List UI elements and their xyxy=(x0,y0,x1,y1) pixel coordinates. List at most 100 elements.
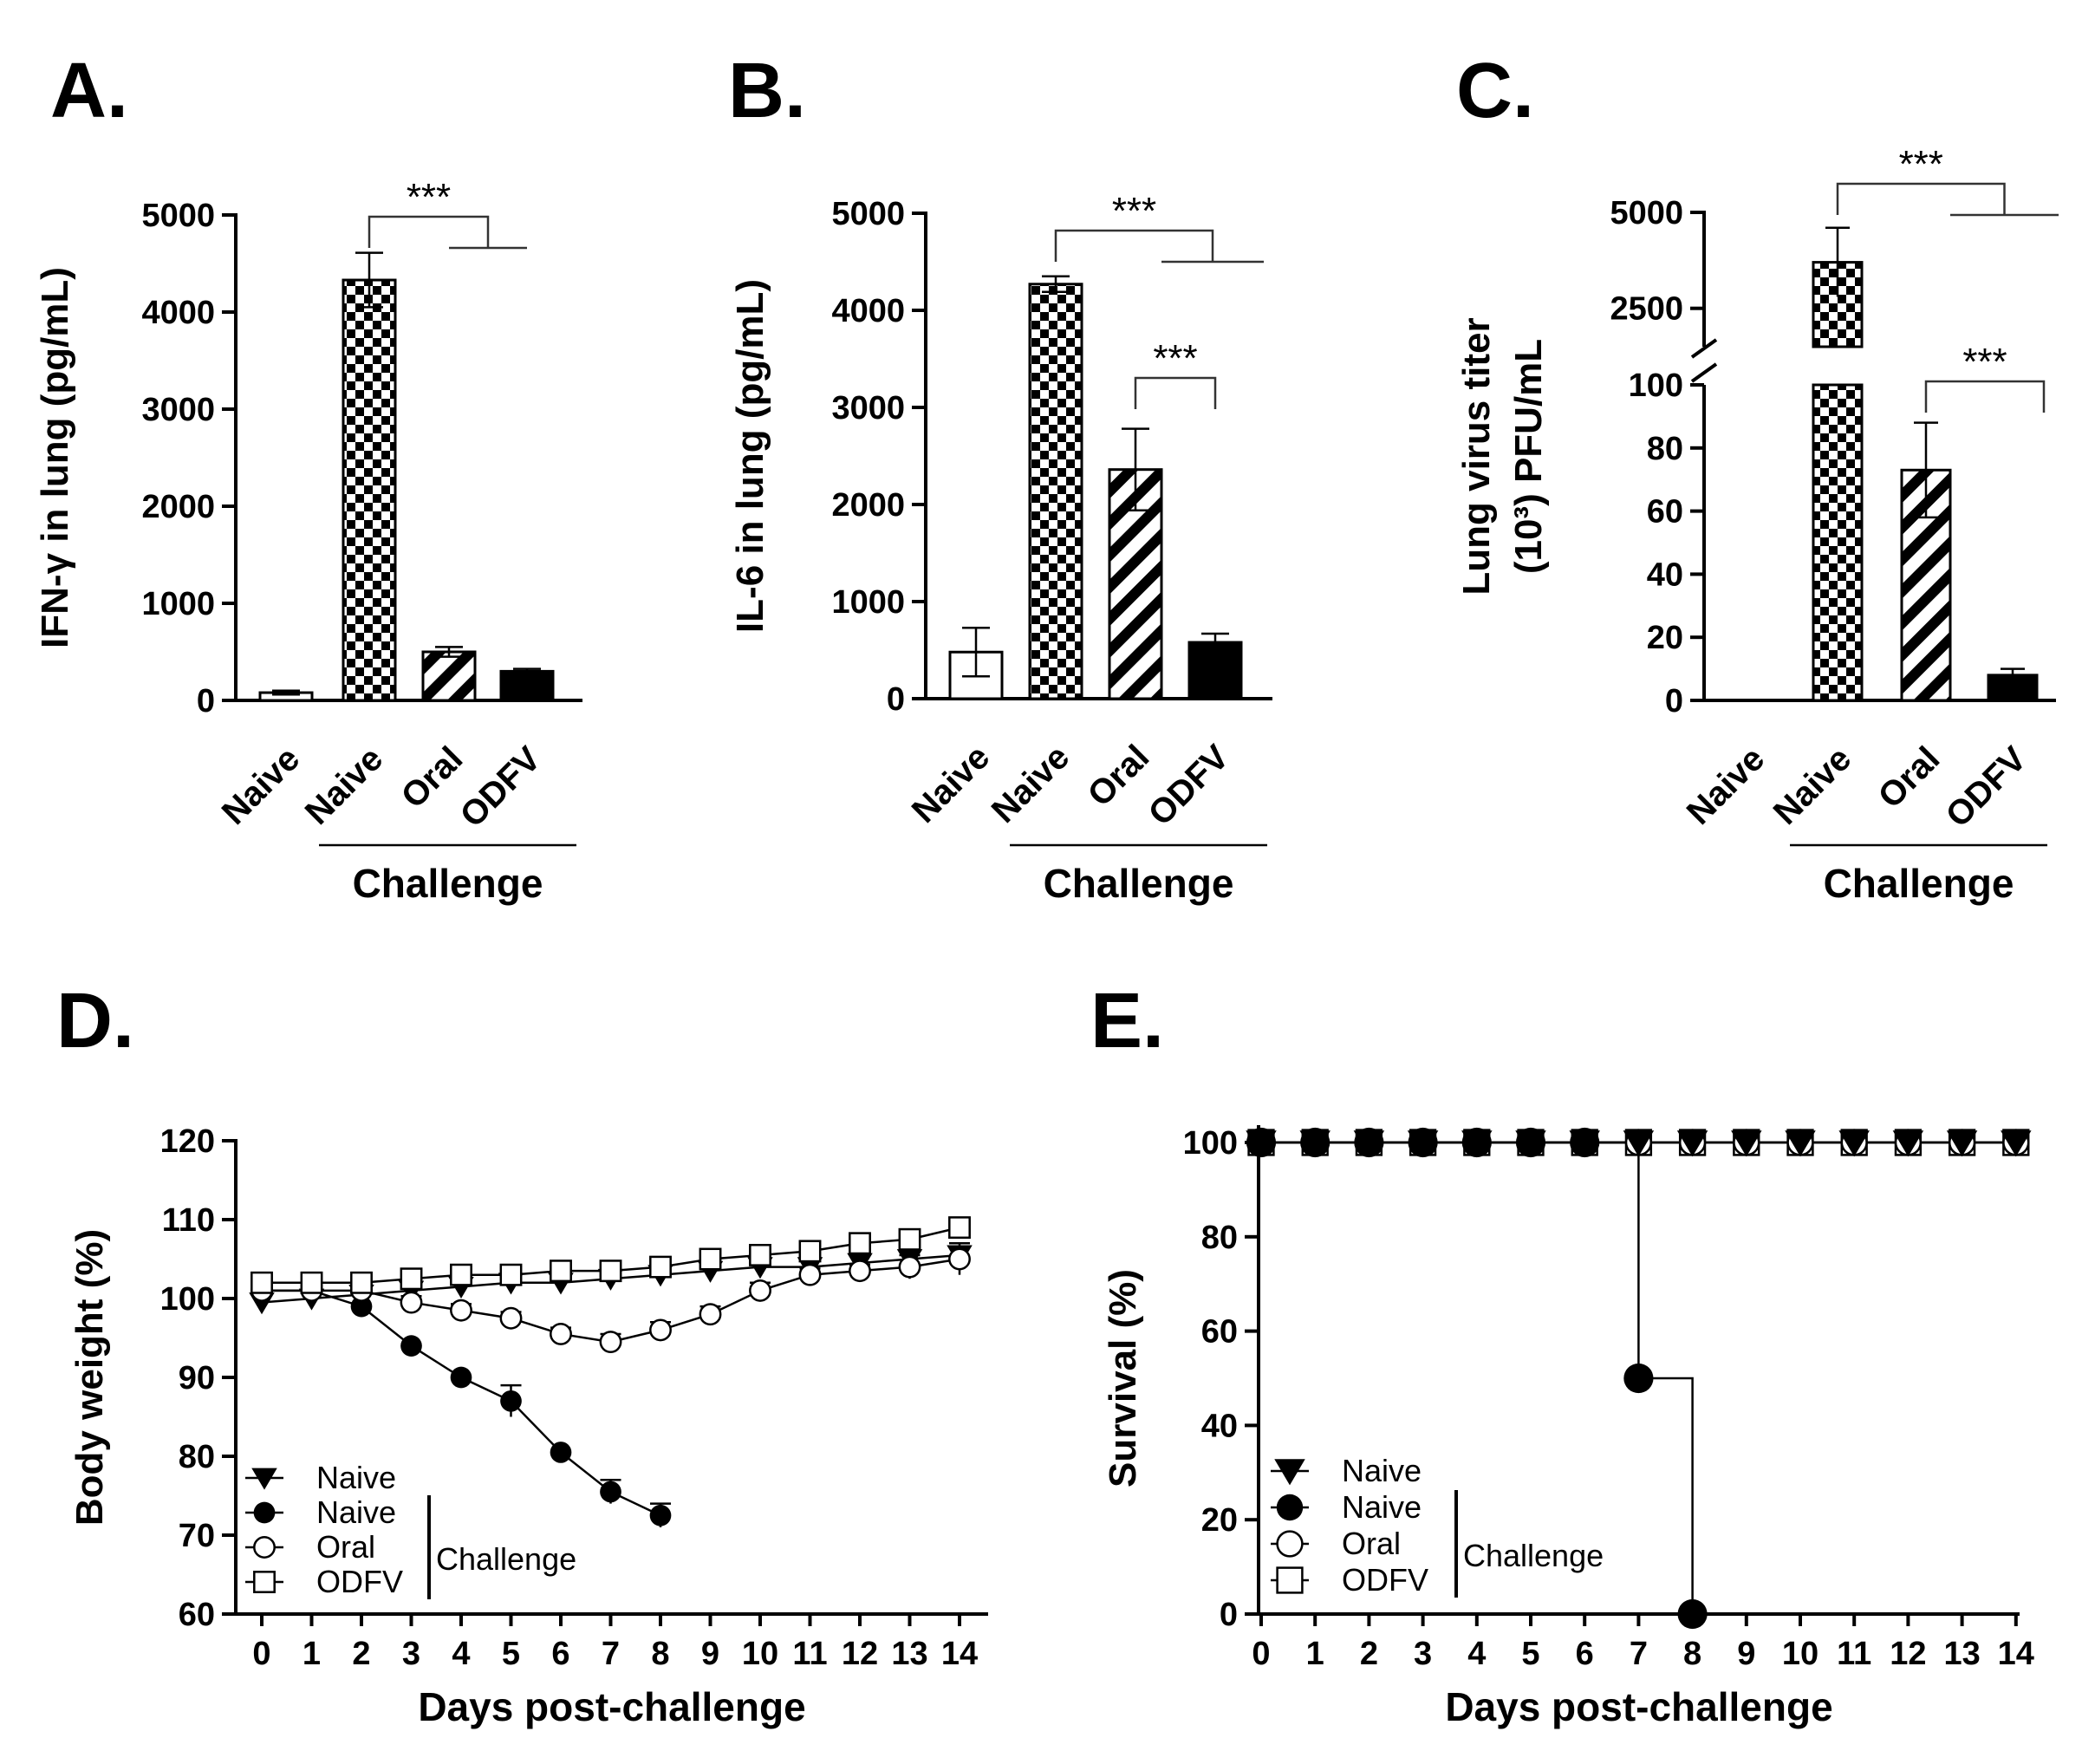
significance-label-0: *** xyxy=(1899,143,1943,186)
series-1-point-2 xyxy=(350,1295,373,1318)
legend-marker-3 xyxy=(1276,1566,1304,1594)
x-tick-label-9: 9 xyxy=(701,1636,719,1672)
category-label-2: Oral xyxy=(1871,739,1948,816)
series-1-point-8 xyxy=(649,1504,672,1526)
legend-marker-2 xyxy=(1276,1530,1304,1558)
significance-bracket-0 xyxy=(368,215,490,248)
x-tick-label-12: 12 xyxy=(1890,1636,1926,1672)
series-2-point-9 xyxy=(699,1303,722,1326)
y-tick-label-3: 90 xyxy=(179,1360,215,1396)
y-tick-label-2: 2000 xyxy=(831,487,905,524)
bar-1 xyxy=(342,278,397,702)
y-tick-label-5: 100 xyxy=(1183,1125,1238,1162)
y-tick-label-6: 120 xyxy=(160,1123,215,1160)
category-label-1: Naive xyxy=(985,738,1077,830)
x-tick-label-12: 12 xyxy=(842,1636,878,1672)
series-3-point-0 xyxy=(250,1271,273,1294)
series-1-point-4 xyxy=(450,1366,472,1389)
legend-marker-0 xyxy=(251,1468,277,1490)
legend-marker-2 xyxy=(253,1536,276,1559)
y-tick-label-4: 100 xyxy=(160,1281,215,1318)
x-tick-label-1: 1 xyxy=(1306,1636,1324,1672)
significance-bracket-1 xyxy=(1924,380,2046,413)
series-2-point-13 xyxy=(898,1255,921,1279)
x-tick-label-5: 5 xyxy=(502,1636,520,1672)
x-tick-label-0: 0 xyxy=(252,1636,270,1672)
x-tick-label-14: 14 xyxy=(941,1636,978,1672)
series-3-point-9 xyxy=(699,1247,722,1271)
y-tick-label-4: 4000 xyxy=(141,295,215,331)
x-tick-label-7: 7 xyxy=(1630,1636,1648,1672)
series-1-point-7 xyxy=(600,1481,621,1503)
series-3-point-4 xyxy=(450,1263,472,1286)
series-2-point-8 xyxy=(649,1318,672,1342)
x-axis-label: Days post-challenge xyxy=(418,1684,805,1729)
y-tick-label-lower-0: 0 xyxy=(1665,683,1683,719)
y-tick-label-lower-5: 100 xyxy=(1629,368,1683,404)
series-3-point-6 xyxy=(550,1260,572,1283)
significance-label-1: *** xyxy=(1962,341,2007,383)
x-tick-label-10: 10 xyxy=(742,1636,778,1672)
series-0-point-1 xyxy=(1299,1130,1331,1157)
x-tick-label-13: 13 xyxy=(1943,1636,1980,1672)
legend-label-0: Naive xyxy=(316,1460,396,1495)
x-tick-label-8: 8 xyxy=(651,1636,669,1672)
legend-label-3: ODFV xyxy=(316,1564,403,1599)
x-tick-label-10: 10 xyxy=(1782,1636,1818,1672)
y-tick-label-lower-1: 20 xyxy=(1647,620,1683,656)
legend-label-1: Naive xyxy=(316,1494,396,1530)
y-tick-label-2: 40 xyxy=(1201,1408,1238,1444)
series-3-point-3 xyxy=(400,1267,423,1291)
category-label-1: Naive xyxy=(298,739,391,832)
y-tick-label-3: 3000 xyxy=(141,392,215,428)
chart-c-virus-titer: 0 20 40 60 80 100 2500 5000 Lung virus titer (10³… xyxy=(1455,143,2059,906)
y-tick-label-3: 3000 xyxy=(831,390,905,426)
series-2-point-6 xyxy=(550,1323,572,1345)
series-0-point-10 xyxy=(1785,1130,1816,1157)
category-label-1: Naive xyxy=(1766,739,1859,832)
legend-label-2: Oral xyxy=(316,1529,375,1565)
significance-bracket-0 xyxy=(1054,229,1214,262)
x-tick-label-14: 14 xyxy=(1998,1636,2034,1672)
y-tick-label-4: 80 xyxy=(1201,1220,1238,1256)
series-0-point-2 xyxy=(1353,1130,1385,1157)
y-tick-label-1: 20 xyxy=(1201,1502,1238,1539)
bar-1 xyxy=(1028,283,1083,700)
x-tick-label-11: 11 xyxy=(792,1636,827,1672)
series-3-point-14 xyxy=(948,1216,971,1240)
series-1-point-7 xyxy=(1623,1363,1654,1394)
series-2-point-10 xyxy=(749,1279,771,1302)
y-tick-label-0: 0 xyxy=(197,683,215,719)
bar-3 xyxy=(1987,674,2039,702)
series-0-point-3 xyxy=(1407,1130,1439,1157)
x-tick-label-2: 2 xyxy=(352,1636,370,1672)
x-tick-label-1: 1 xyxy=(303,1636,321,1672)
series-0-point-7 xyxy=(1623,1130,1655,1157)
x-tick-label-6: 6 xyxy=(1576,1636,1594,1672)
legend-marker-3 xyxy=(253,1571,276,1593)
x-tick-label-4: 4 xyxy=(1467,1636,1486,1672)
series-3-point-12 xyxy=(849,1232,871,1255)
category-label-0: Naive xyxy=(215,739,308,832)
series-0-point-14 xyxy=(2001,1130,2032,1157)
y-axis-label: IL-6 in lung (pg/mL) xyxy=(729,279,771,633)
category-label-0: Naive xyxy=(905,738,998,830)
challenge-group-label: Challenge xyxy=(1044,861,1234,906)
y-tick-label-5: 5000 xyxy=(141,198,215,234)
x-tick-label-5: 5 xyxy=(1521,1636,1539,1672)
bar-3 xyxy=(499,669,555,702)
series-0-point-8 xyxy=(1676,1130,1708,1157)
series-2-point-5 xyxy=(499,1306,523,1330)
legend-marker-1 xyxy=(253,1501,276,1524)
y-tick-label-1: 1000 xyxy=(831,584,905,621)
x-tick-label-3: 3 xyxy=(402,1636,420,1672)
y-tick-label-lower-2: 40 xyxy=(1647,557,1683,593)
x-tick-label-9: 9 xyxy=(1737,1636,1755,1672)
legend-challenge-label: Challenge xyxy=(436,1541,576,1577)
series-1-point-6 xyxy=(550,1442,572,1463)
x-tick-label-11: 11 xyxy=(1837,1636,1871,1672)
series-3-point-11 xyxy=(798,1240,822,1263)
series-0-point-4 xyxy=(1461,1130,1493,1157)
y-tick-label-5: 110 xyxy=(162,1202,215,1239)
